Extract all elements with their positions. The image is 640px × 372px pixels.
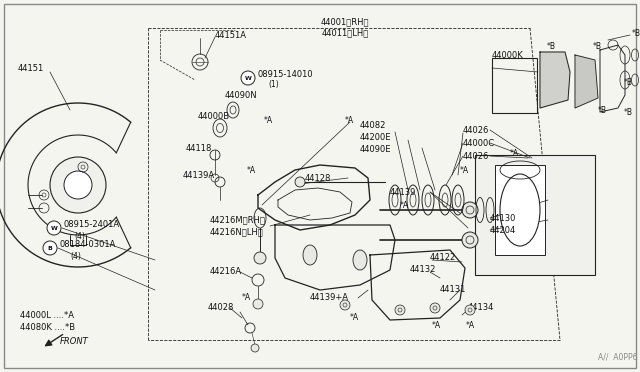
Circle shape [47,221,61,235]
Text: 44090N: 44090N [225,90,258,99]
Text: *A: *A [242,294,251,302]
Text: 44026: 44026 [463,151,490,160]
Ellipse shape [303,245,317,265]
Text: 08915-14010: 08915-14010 [258,70,314,78]
Text: 44216M〈RH〉: 44216M〈RH〉 [210,215,266,224]
Text: *B: *B [632,29,640,38]
Text: 44216A: 44216A [210,267,242,276]
Text: 44082: 44082 [360,121,387,129]
Circle shape [465,305,475,315]
Text: 44000C: 44000C [463,138,495,148]
Text: 44011〈LH〉: 44011〈LH〉 [321,29,369,38]
Text: (1): (1) [268,80,279,89]
Text: 44216N〈LH〉: 44216N〈LH〉 [210,228,264,237]
Circle shape [395,305,405,315]
Text: 08184-0301A: 08184-0301A [60,240,116,248]
Bar [492,58,537,113]
Text: 44200E: 44200E [360,132,392,141]
Text: *A: *A [350,314,359,323]
Text: (4): (4) [70,251,81,260]
Circle shape [340,300,350,310]
Text: 44128: 44128 [305,173,332,183]
Circle shape [462,232,478,248]
Text: 44139A: 44139A [183,170,215,180]
Text: *A: *A [247,166,256,174]
Circle shape [430,303,440,313]
Text: 44028: 44028 [208,304,234,312]
Circle shape [253,299,263,309]
Text: 44139+A: 44139+A [310,294,349,302]
Circle shape [50,157,106,213]
Ellipse shape [500,174,540,246]
Text: *B: *B [624,77,633,87]
Text: 44001〈RH〉: 44001〈RH〉 [321,17,369,26]
Text: 08915-2401A: 08915-2401A [64,219,120,228]
Polygon shape [540,52,570,108]
Polygon shape [575,55,598,108]
Text: *A: *A [466,321,475,330]
Text: 44000K: 44000K [492,51,524,60]
Text: W: W [51,225,58,231]
Bar [475,155,595,275]
Text: A//  A0PP6: A// A0PP6 [598,353,637,362]
Text: 44130: 44130 [490,214,516,222]
Text: *A: *A [510,148,519,157]
Text: *A: *A [345,115,354,125]
Text: W: W [244,76,252,80]
Text: 44000L ....*A: 44000L ....*A [20,311,74,320]
Text: 44118: 44118 [186,144,212,153]
Text: FRONT: FRONT [60,337,89,346]
Text: *A: *A [400,201,409,209]
Text: 44134: 44134 [468,304,494,312]
Text: *A: *A [432,321,441,330]
Text: *B: *B [593,42,602,51]
Text: *A: *A [460,166,469,174]
Text: 44080K ....*B: 44080K ....*B [20,324,75,333]
Text: 44139: 44139 [390,187,417,196]
Circle shape [251,344,259,352]
Text: 44090E: 44090E [360,144,392,154]
Text: 44151A: 44151A [215,31,247,39]
Text: 44204: 44204 [490,225,516,234]
Text: *B: *B [598,106,607,115]
Text: 44131: 44131 [440,285,467,295]
Text: 44122: 44122 [430,253,456,263]
Circle shape [43,241,57,255]
Text: 44026: 44026 [463,125,490,135]
Text: *B: *B [624,108,633,116]
Text: *A: *A [264,115,273,125]
Circle shape [64,171,92,199]
Text: 44151: 44151 [18,64,44,73]
Ellipse shape [353,250,367,270]
Text: 44000B: 44000B [198,112,230,121]
Circle shape [254,252,266,264]
Bar [495,165,545,255]
Circle shape [295,177,305,187]
Text: (4): (4) [74,231,85,241]
Circle shape [462,202,478,218]
Text: 44132: 44132 [410,266,436,275]
Text: *B: *B [547,42,556,51]
Circle shape [241,71,255,85]
Text: B: B [47,246,52,250]
